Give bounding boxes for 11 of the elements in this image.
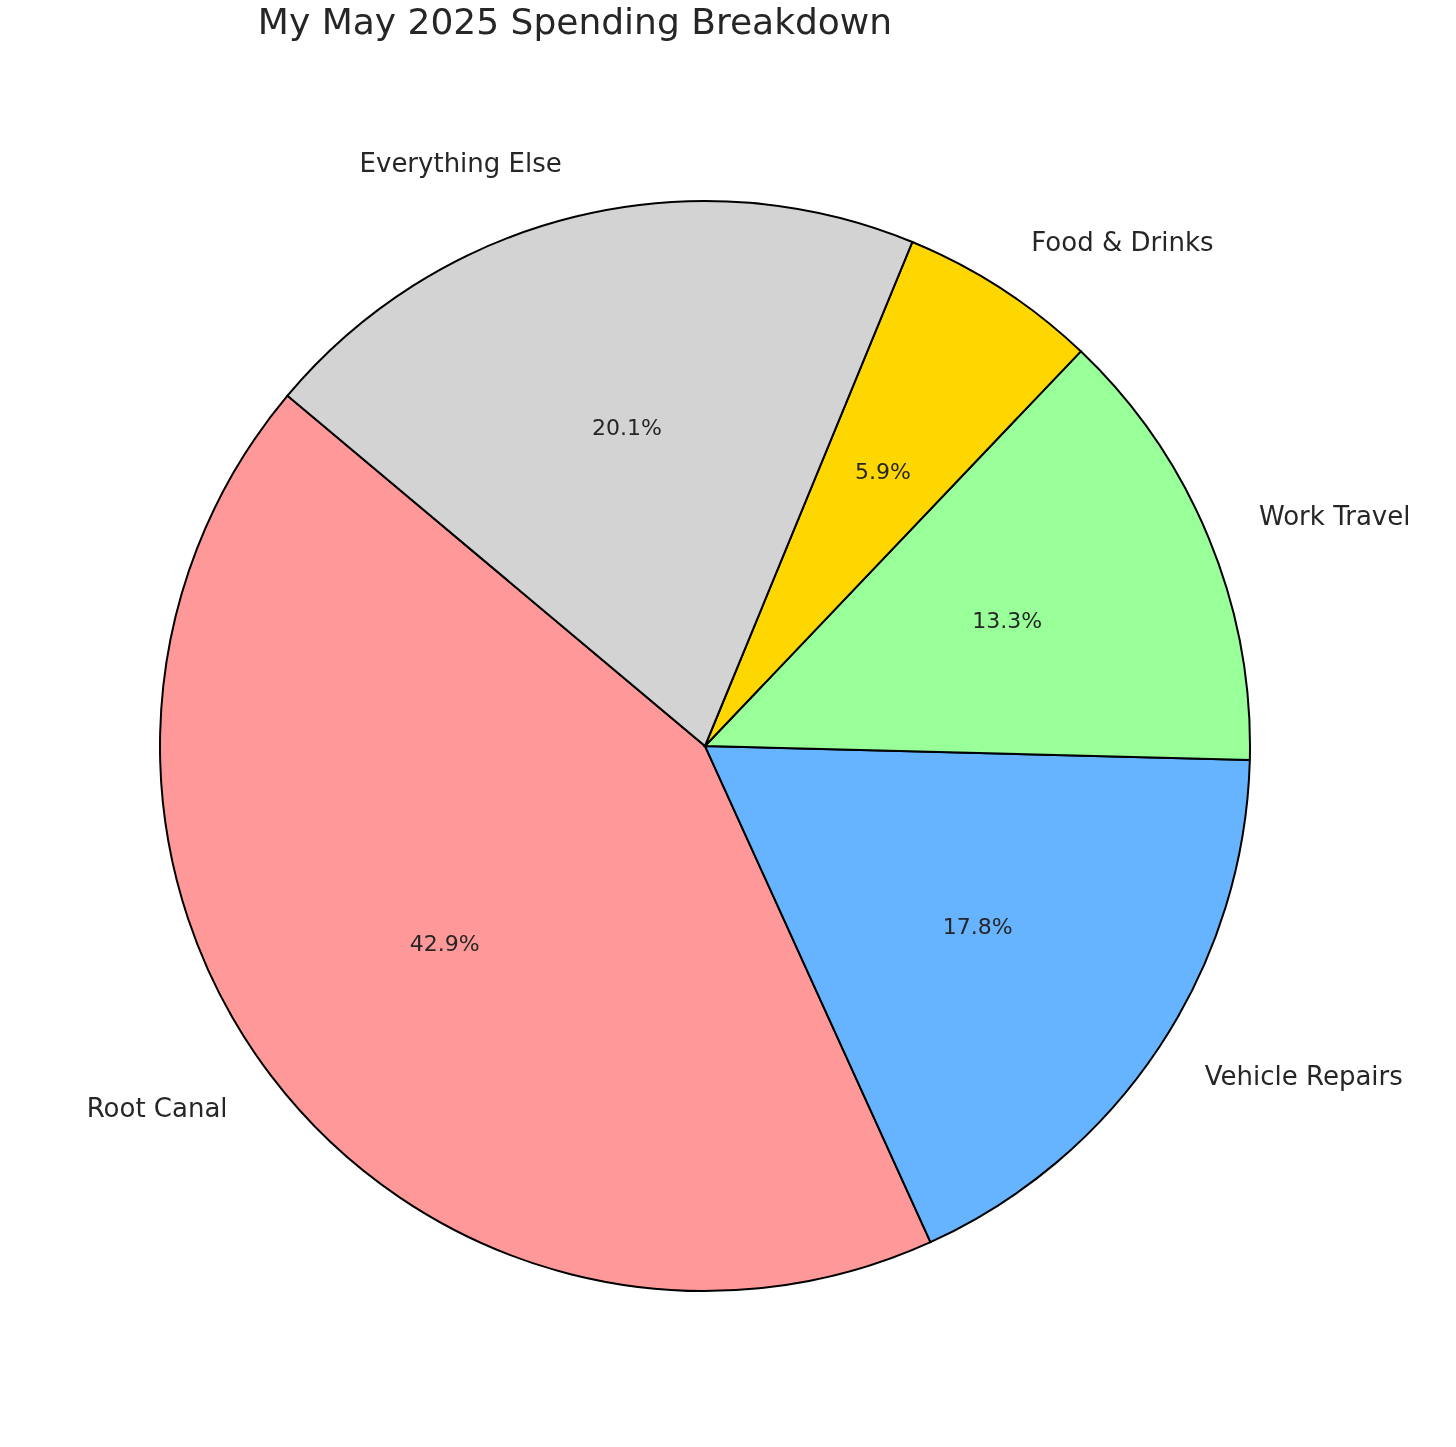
slice-label: Vehicle Repairs: [1204, 1061, 1403, 1092]
chart-title: My May 2025 Spending Breakdown: [257, 1, 893, 42]
slice-label: Everything Else: [359, 147, 562, 178]
slice-label: Root Canal: [86, 1092, 228, 1123]
data-label: 5.9%: [855, 458, 911, 484]
data-label: 42.9%: [409, 930, 480, 956]
data-label: 17.8%: [942, 913, 1013, 939]
slice-label: Work Travel: [1259, 500, 1411, 531]
data-label: 13.3%: [972, 608, 1043, 634]
slice-label: Food & Drinks: [1031, 227, 1214, 258]
data-label: 20.1%: [591, 415, 662, 441]
